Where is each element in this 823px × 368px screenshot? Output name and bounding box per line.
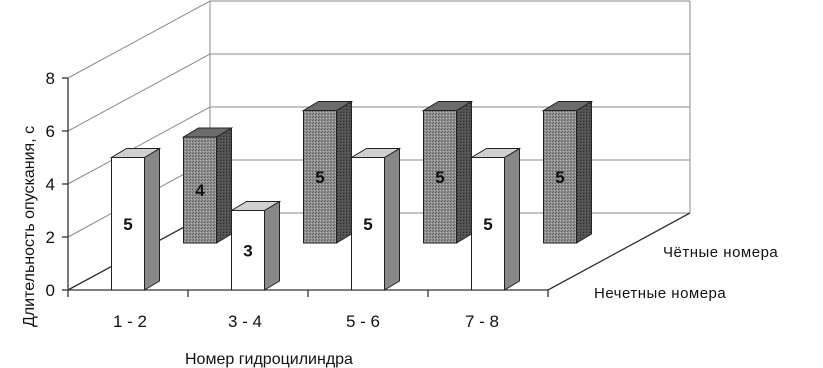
y-tick-label: 6 xyxy=(46,122,55,141)
bar-value-label: 5 xyxy=(483,215,492,234)
bar-side xyxy=(576,100,592,244)
bar-odd: 3 xyxy=(229,200,282,291)
bar-value-label: 4 xyxy=(195,181,205,200)
x-category-label: 7 - 8 xyxy=(465,312,499,331)
bar-value-label: 5 xyxy=(315,168,324,187)
bar-value-label: 5 xyxy=(123,215,132,234)
bar-value-label: 5 xyxy=(435,168,444,187)
bar-front xyxy=(423,110,457,244)
x-category-label: 3 - 4 xyxy=(228,312,262,331)
y-tick-label: 8 xyxy=(46,69,55,88)
bar-side xyxy=(504,147,520,291)
bar-front xyxy=(231,210,265,291)
gridline xyxy=(67,53,690,132)
bar-front xyxy=(351,157,385,291)
bar-front xyxy=(543,110,577,244)
x-category-label: 5 - 6 xyxy=(346,312,380,331)
chart-bars: 5 5 5 4 5 5 3 5 xyxy=(109,100,594,291)
bar-value-label: 5 xyxy=(363,215,372,234)
bar-even: 4 xyxy=(181,127,234,244)
series-label-even: Чётные номера xyxy=(663,244,778,261)
bar-odd: 5 xyxy=(469,147,522,291)
bar-side xyxy=(264,200,280,291)
y-axis-ticks: 0 2 4 6 8 xyxy=(46,69,55,300)
bar-front xyxy=(111,157,145,291)
bar-even: 5 xyxy=(301,100,354,244)
bar-odd: 5 xyxy=(349,147,402,291)
bar-side xyxy=(336,100,352,244)
gridline xyxy=(67,0,690,79)
bar-odd: 5 xyxy=(109,147,162,291)
bar-side xyxy=(456,100,472,244)
bar-front xyxy=(183,136,217,244)
floor-right-edge xyxy=(547,212,691,291)
series-label-odd: Нечетные номера xyxy=(594,285,726,302)
bar-side xyxy=(384,147,400,291)
bar-front xyxy=(303,110,337,244)
x-category-label: 1 - 2 xyxy=(113,312,147,331)
y-tick-label: 0 xyxy=(46,281,55,300)
bar-even: 5 xyxy=(421,100,474,244)
bar-side xyxy=(216,127,232,244)
y-tick-label: 4 xyxy=(46,175,55,194)
bar-side xyxy=(144,147,160,291)
x-axis-title: Номер гидроцилиндра xyxy=(185,351,353,368)
bar-value-label: 3 xyxy=(243,241,252,260)
bar-value-label: 5 xyxy=(555,168,564,187)
bar-front xyxy=(471,157,505,291)
y-tick-label: 2 xyxy=(46,228,55,247)
bar-even: 5 xyxy=(541,100,594,244)
x-axis-categories: 1 - 2 3 - 4 5 - 6 7 - 8 xyxy=(113,312,499,331)
y-axis-title: Длительность опускания, с xyxy=(21,126,38,327)
